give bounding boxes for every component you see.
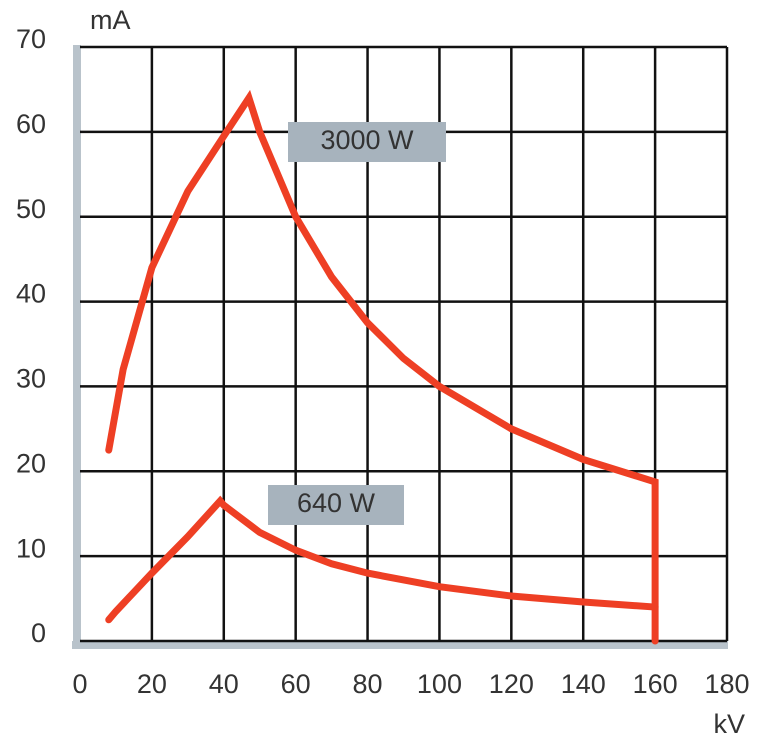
y-axis-bar (73, 45, 81, 649)
data-line (105, 495, 659, 624)
y-axis-label: mA (90, 5, 131, 35)
y-tick-label: 20 (16, 448, 46, 478)
x-tick-label: 120 (489, 669, 534, 699)
y-tick-label: 60 (16, 109, 46, 139)
y-tick-label: 10 (16, 533, 46, 563)
label-box (288, 122, 446, 162)
y-tick-label: 30 (16, 364, 46, 394)
y-tick-label: 70 (16, 24, 46, 54)
y-tick-label: 0 (31, 618, 46, 648)
x-tick-label: 60 (281, 669, 311, 699)
x-tick-label: 140 (561, 669, 606, 699)
y-tick-label: 50 (16, 194, 46, 224)
x-tick-label: 20 (137, 669, 167, 699)
y-tick-label: 40 (16, 279, 46, 309)
series-label: 3000 W (320, 125, 414, 155)
x-tick-label: 160 (633, 669, 678, 699)
data-line (105, 89, 659, 645)
x-axis-bar (72, 641, 728, 649)
x-tick-label: 100 (417, 669, 462, 699)
x-tick-label: 180 (704, 669, 749, 699)
series-label: 640 W (297, 488, 376, 518)
x-axis-label: kV (713, 709, 745, 739)
x-tick-label: 80 (353, 669, 383, 699)
x-tick-label: 40 (209, 669, 239, 699)
label-box (268, 485, 404, 525)
x-tick-label: 0 (72, 669, 87, 699)
